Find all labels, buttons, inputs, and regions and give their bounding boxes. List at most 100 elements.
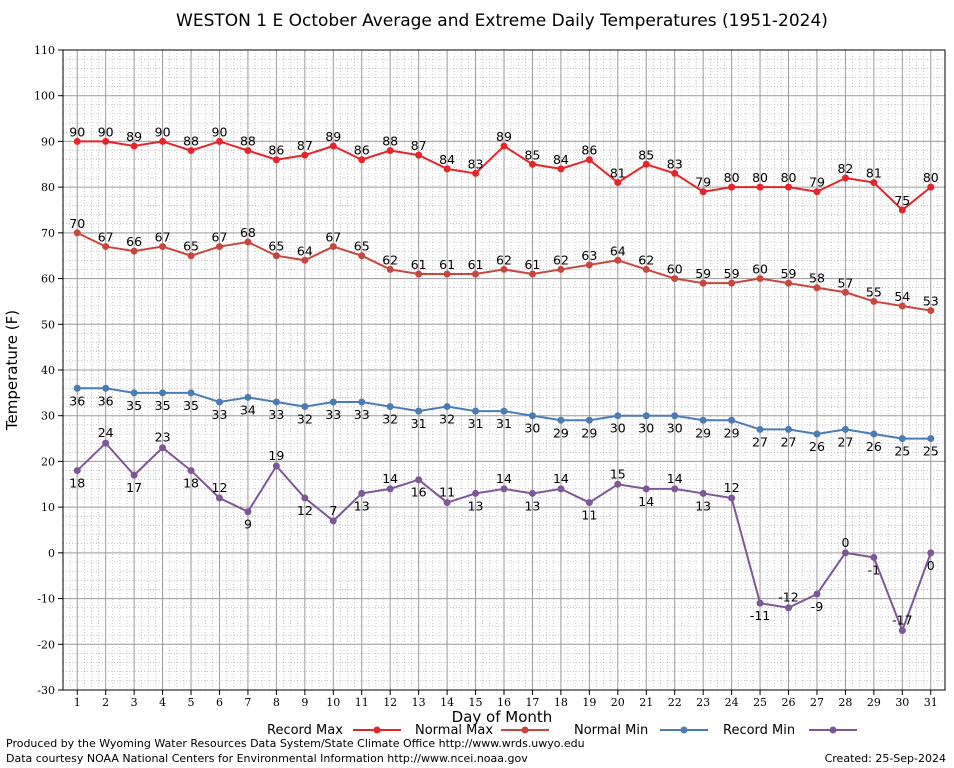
record-max-data-label: 81 (610, 166, 626, 181)
record-max-data-label: 88 (382, 134, 398, 149)
record-min-data-label: -11 (750, 608, 770, 623)
x-tick-label: 6 (216, 696, 223, 709)
record-min-point (528, 489, 536, 497)
record-min-data-label: 16 (411, 485, 427, 500)
legend-item-record-min: Record Min (723, 723, 857, 738)
normal-max-point (73, 229, 81, 237)
x-tick-label: 23 (696, 696, 710, 709)
record-max-data-label: 83 (667, 156, 683, 171)
record-min-point (159, 444, 167, 452)
record-max-data-label: 90 (155, 124, 171, 139)
normal-min-data-label: 36 (98, 393, 114, 408)
record-max-data-label: 89 (126, 129, 142, 144)
normal-min-point (614, 412, 622, 420)
record-max-point (813, 188, 821, 196)
record-max-point (301, 151, 309, 159)
normal-min-point (699, 416, 707, 424)
normal-max-data-label: 70 (69, 216, 85, 231)
x-tick-label: 31 (924, 696, 938, 709)
record-max-point (187, 147, 195, 155)
normal-min-point (927, 435, 935, 443)
record-min-data-label: 14 (667, 471, 683, 486)
normal-min-data-label: 30 (667, 421, 683, 436)
x-tick-label: 13 (412, 696, 426, 709)
record-min-data-label: 19 (268, 448, 284, 463)
normal-min-point (557, 416, 565, 424)
normal-max-point (870, 297, 878, 305)
record-max-data-label: 86 (354, 143, 370, 158)
normal-min-point (73, 384, 81, 392)
normal-min-point (870, 430, 878, 438)
normal-max-point (785, 279, 793, 287)
normal-min-data-label: 33 (354, 407, 370, 422)
y-tick-label: 110 (34, 44, 55, 57)
record-min-data-label: 13 (524, 498, 540, 513)
y-tick-label: -10 (37, 593, 55, 606)
normal-min-point (301, 403, 309, 411)
normal-max-point (756, 275, 764, 283)
record-max-point (671, 169, 679, 177)
normal-max-data-label: 65 (354, 239, 370, 254)
record-max-data-label: 75 (894, 193, 910, 208)
y-tick-label: 40 (41, 364, 55, 377)
normal-min-data-label: 31 (411, 416, 427, 431)
x-tick-label: 21 (639, 696, 653, 709)
normal-max-data-label: 67 (325, 230, 341, 245)
normal-min-data-label: 35 (126, 398, 142, 413)
normal-min-data-label: 30 (638, 421, 654, 436)
record-max-series: 90 90 89 90 88 90 88 86 87 89 86 88 87 84 83 89 85 84 86 81… (69, 124, 939, 214)
record-max-data-label: 80 (752, 170, 768, 185)
record-min-data-label: 11 (581, 508, 597, 523)
normal-max-point (642, 265, 650, 273)
normal-min-point (358, 398, 366, 406)
normal-max-point (927, 307, 935, 315)
normal-max-data-label: 65 (268, 239, 284, 254)
normal-min-data-label: 26 (866, 439, 882, 454)
normal-min-point (642, 412, 650, 420)
y-tick-label: 70 (41, 227, 55, 240)
normal-min-data-label: 36 (69, 393, 85, 408)
legend-label: Record Max (267, 723, 343, 738)
record-max-point (614, 179, 622, 187)
record-max-point (528, 160, 536, 168)
x-tick-label: 7 (244, 696, 251, 709)
normal-max-point (671, 275, 679, 283)
record-max-point (585, 156, 593, 164)
legend-label: Normal Max (415, 723, 493, 738)
record-min-data-label: 15 (610, 466, 626, 481)
normal-min-data-label: 25 (894, 444, 910, 459)
normal-max-point (130, 247, 138, 255)
normal-min-data-label: 33 (268, 407, 284, 422)
normal-min-data-label: 31 (468, 416, 484, 431)
record-min-point (130, 471, 138, 479)
record-max-point (728, 183, 736, 191)
normal-min-point (756, 425, 764, 433)
normal-max-data-label: 65 (183, 239, 199, 254)
record-min-data-label: 14 (553, 471, 569, 486)
record-min-data-label: 24 (98, 425, 114, 440)
normal-max-data-label: 59 (724, 266, 740, 281)
x-tick-label: 17 (525, 696, 539, 709)
y-tick-label: 50 (41, 318, 55, 331)
normal-max-point (898, 302, 906, 310)
record-min-point (699, 489, 707, 497)
record-max-point (699, 188, 707, 196)
record-min-data-label: 14 (382, 471, 398, 486)
normal-min-point (159, 389, 167, 397)
normal-max-point (443, 270, 451, 278)
normal-max-point (244, 238, 252, 246)
normal-max-point (728, 279, 736, 287)
normal-min-point (329, 398, 337, 406)
normal-min-point (386, 403, 394, 411)
record-min-data-label: -9 (811, 599, 824, 614)
normal-min-data-label: 30 (610, 421, 626, 436)
y-axis-ticks: -30 -20 -10 0 10 20 30 40 50 60 70 80 90 100 110 (34, 44, 63, 697)
record-max-point (159, 137, 167, 145)
record-min-point (785, 604, 793, 612)
legend-label: Normal Min (574, 723, 648, 738)
normal-min-data-label: 31 (496, 416, 512, 431)
normal-max-data-label: 63 (581, 248, 597, 263)
normal-min-data-label: 29 (553, 425, 569, 440)
record-max-data-label: 89 (496, 129, 512, 144)
